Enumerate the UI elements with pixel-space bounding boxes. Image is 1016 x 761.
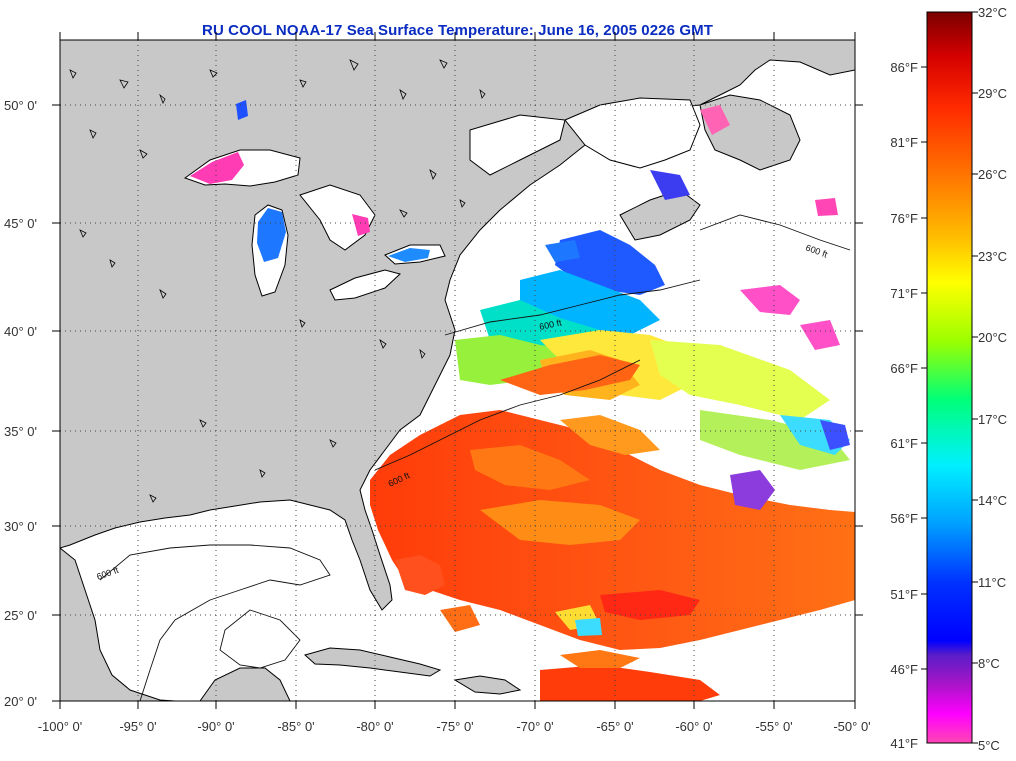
colorbar-ticks xyxy=(921,11,978,744)
celsius-label: 8°C xyxy=(978,656,1000,671)
lake-ontario-sst xyxy=(388,248,430,262)
lon-label: -85° 0' xyxy=(277,719,314,734)
lat-label: 40° 0' xyxy=(4,324,37,339)
yucatan-land xyxy=(199,667,291,701)
celsius-label: 29°C xyxy=(978,86,1007,101)
longitude-labels: -100° 0' -95° 0' -90° 0' -85° 0' -80° 0'… xyxy=(38,719,871,734)
celsius-label: 20°C xyxy=(978,330,1007,345)
colorbar-gradient xyxy=(926,11,973,744)
fahrenheit-label: 61°F xyxy=(890,436,918,451)
gulf-of-st-lawrence xyxy=(564,97,701,169)
fahrenheit-label: 51°F xyxy=(890,587,918,602)
fahrenheit-label: 46°F xyxy=(890,662,918,677)
axis-ticks xyxy=(52,32,863,709)
lon-label: -75° 0' xyxy=(436,719,473,734)
contour-label-atlantic: 600 ft xyxy=(538,317,563,332)
lat-label: 35° 0' xyxy=(4,424,37,439)
lat-label: 30° 0' xyxy=(4,519,37,534)
hispaniola-land xyxy=(453,675,522,695)
celsius-label: 17°C xyxy=(978,412,1007,427)
celsius-label: 11°C xyxy=(978,575,1006,590)
fahrenheit-label: 86°F xyxy=(890,60,918,75)
celsius-label: 32°C xyxy=(978,5,1007,20)
lon-label: -90° 0' xyxy=(197,719,234,734)
lake-huron-sst xyxy=(352,214,370,236)
lat-label: 25° 0' xyxy=(4,608,37,623)
nova-scotia-land xyxy=(619,189,701,241)
celsius-label: 26°C xyxy=(978,167,1007,182)
lon-label: -50° 0' xyxy=(833,719,870,734)
mexico-land xyxy=(60,547,176,701)
fahrenheit-labels: 86°F 81°F 76°F 71°F 66°F 61°F 56°F 51°F … xyxy=(890,60,918,751)
latitude-labels: 50° 0' 45° 0' 40° 0' 35° 0' 30° 0' 25° 0… xyxy=(4,98,37,709)
hudson-estuary xyxy=(469,114,566,176)
celsius-label: 23°C xyxy=(978,249,1007,264)
inland-water-marks xyxy=(69,59,486,503)
lon-label: -65° 0' xyxy=(596,719,633,734)
lon-label: -80° 0' xyxy=(356,719,393,734)
map-panel: 600 ft 600 ft 600 ft 600 ft xyxy=(60,40,855,701)
lon-label: -100° 0' xyxy=(38,719,83,734)
lake-superior-sst xyxy=(190,152,244,184)
fahrenheit-label: 66°F xyxy=(890,361,918,376)
colorbar: 86°F 81°F 76°F 71°F 66°F 61°F 56°F 51°F … xyxy=(890,5,1007,753)
map-title: RU COOL NOAA-17 Sea Surface Temperature:… xyxy=(202,22,713,39)
depth-contours xyxy=(99,214,851,701)
fahrenheit-label: 76°F xyxy=(890,211,918,226)
lon-label: -60° 0' xyxy=(675,719,712,734)
lake-erie xyxy=(329,269,402,301)
sst-field xyxy=(370,105,855,701)
map-frame xyxy=(59,39,856,702)
newfoundland-land xyxy=(699,94,801,171)
lat-label: 20° 0' xyxy=(4,694,37,709)
celsius-label: 14°C xyxy=(978,493,1007,508)
lon-label: -55° 0' xyxy=(755,719,792,734)
fahrenheit-label: 41°F xyxy=(890,736,918,751)
celsius-label: 5°C xyxy=(978,738,1000,753)
fahrenheit-label: 81°F xyxy=(890,135,918,150)
lon-label: -70° 0' xyxy=(516,719,553,734)
lon-label: -95° 0' xyxy=(119,719,156,734)
celsius-labels: 32°C 29°C 26°C 23°C 20°C 17°C 14°C 11°C … xyxy=(978,5,1007,753)
lake-huron xyxy=(299,184,376,251)
lat-label: 45° 0' xyxy=(4,216,37,231)
graticule xyxy=(60,40,855,701)
fahrenheit-label: 56°F xyxy=(890,511,918,526)
lat-label: 50° 0' xyxy=(4,98,37,113)
lake-michigan-sst xyxy=(257,208,286,262)
cuba-land xyxy=(303,647,442,677)
fahrenheit-label: 71°F xyxy=(890,286,918,301)
